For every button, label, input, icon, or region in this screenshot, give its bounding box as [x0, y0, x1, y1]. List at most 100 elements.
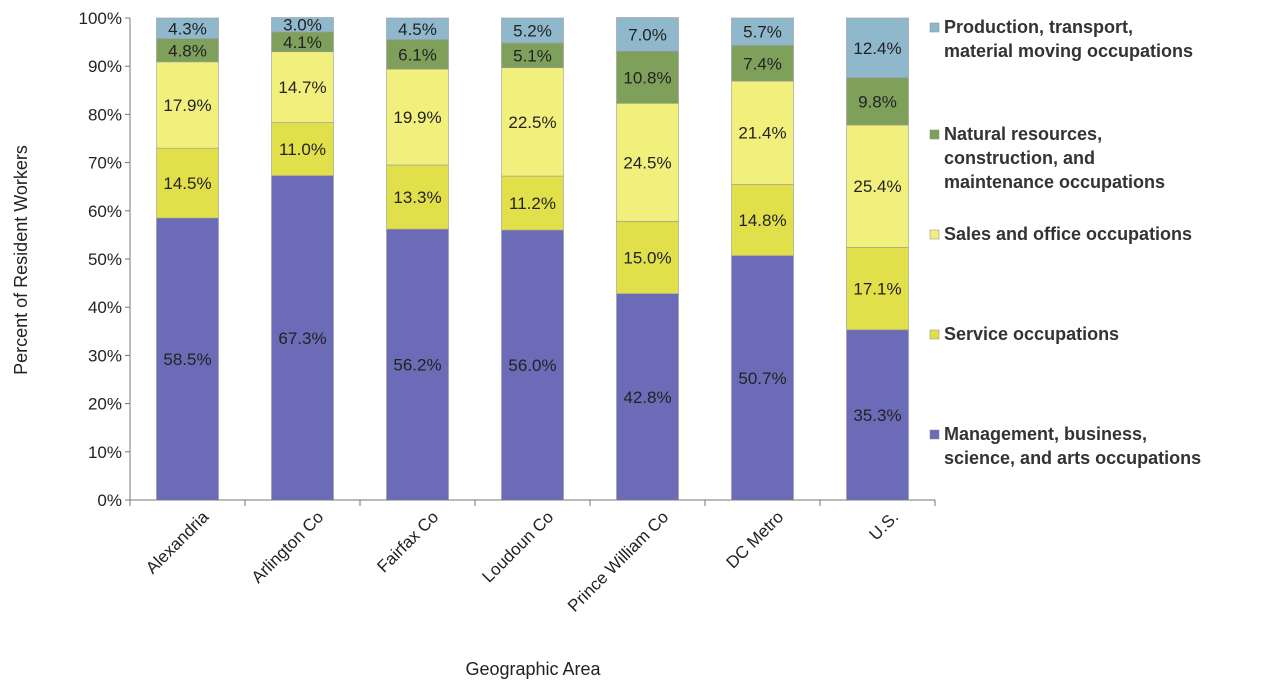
bar-segment	[156, 61, 219, 149]
data-label: 9.8%	[858, 92, 897, 111]
data-label: 5.2%	[513, 22, 552, 41]
y-tick-label: 90%	[88, 57, 122, 76]
bar-segment	[386, 228, 449, 501]
x-axis-ticks: Alexandria Arlington Co Fairfax Co Loudoun …	[129, 500, 936, 616]
data-label: 5.7%	[743, 23, 782, 42]
legend-item: Sales and office occupations	[929, 224, 1192, 244]
bar-segment	[731, 255, 794, 501]
bar-segment	[616, 103, 679, 222]
bar-segment	[846, 124, 909, 248]
legend-swatch	[929, 129, 940, 140]
bar-segment	[271, 122, 334, 176]
data-label: 56.2%	[393, 356, 441, 375]
y-axis-ticks: 0% 10% 20% 30% 40% 50% 60% 70% 80% 90% 100%	[79, 9, 130, 510]
data-label: 4.5%	[398, 20, 437, 39]
x-axis-title: Geographic Area	[465, 659, 601, 679]
y-tick-label: 10%	[88, 443, 122, 462]
y-tick-label: 40%	[88, 298, 122, 317]
bar-segment	[501, 17, 564, 44]
legend-label: Management, business,	[944, 424, 1147, 444]
bar-segment	[731, 45, 794, 82]
bar-segment	[846, 77, 909, 126]
x-category-label: U.S.	[866, 507, 903, 544]
y-tick-label: 50%	[88, 250, 122, 269]
y-axis-title: Percent of Resident Workers	[11, 145, 31, 375]
data-label: 5.1%	[513, 46, 552, 65]
data-label: 17.9%	[163, 96, 211, 115]
x-category-label: Arlington Co	[248, 507, 328, 587]
legend-swatch	[929, 22, 940, 33]
bar-segment	[616, 50, 679, 104]
data-label: 3.0%	[283, 16, 322, 35]
bar-segment	[731, 183, 794, 256]
legend-swatch	[929, 429, 940, 440]
axes	[129, 18, 935, 501]
data-label: 67.3%	[278, 329, 326, 348]
bar-segment	[271, 17, 334, 33]
y-tick-label: 20%	[88, 395, 122, 414]
x-category-label: Loudoun Co	[478, 507, 557, 586]
data-label: 7.0%	[628, 25, 667, 44]
bar-segment	[156, 217, 219, 501]
y-tick-label: 80%	[88, 105, 122, 124]
bar-segment	[501, 42, 564, 68]
bar-segment	[386, 17, 449, 40]
legend-label: material moving occupations	[944, 41, 1193, 61]
x-category-label: Alexandria	[142, 507, 213, 578]
data-label: 4.1%	[283, 33, 322, 52]
y-tick-label: 70%	[88, 154, 122, 173]
legend-swatch	[929, 229, 940, 240]
legend-label: science, and arts occupations	[944, 448, 1201, 468]
bar-segment	[501, 67, 564, 177]
data-label: 11.0%	[279, 140, 326, 159]
bar-segment	[846, 17, 909, 79]
data-label: 56.0%	[508, 356, 556, 375]
legend-label: Natural resources,	[944, 124, 1102, 144]
bar-segment	[386, 39, 449, 70]
y-tick-label: 60%	[88, 202, 122, 221]
bar-segment	[731, 80, 794, 185]
x-category-label: Prince William Co	[564, 507, 672, 615]
bar-segment	[846, 247, 909, 331]
bar-stack-group: 58.5% 14.5% 17.9% 4.8% 4.3% 67.3% 11.0% 14.7% 4.…	[156, 16, 909, 501]
data-label: 14.5%	[163, 174, 211, 193]
data-label: 25.4%	[853, 177, 901, 196]
legend-label: maintenance occupations	[944, 172, 1165, 192]
data-label: 4.3%	[168, 19, 207, 38]
data-label: 10.8%	[623, 68, 671, 87]
data-label: 42.8%	[623, 388, 671, 407]
bar-segment	[386, 164, 449, 230]
x-category-label: Fairfax Co	[373, 507, 442, 576]
legend-label: Sales and office occupations	[944, 224, 1192, 244]
data-label: 7.4%	[743, 54, 782, 73]
data-label: 35.3%	[853, 406, 901, 425]
legend-label: Service occupations	[944, 324, 1119, 344]
bar-segment	[271, 51, 334, 123]
legend-label: Production, transport,	[944, 17, 1133, 37]
data-label: 12.4%	[853, 39, 901, 58]
x-category-label: DC Metro	[722, 507, 787, 572]
data-label: 13.3%	[393, 188, 441, 207]
data-label: 24.5%	[623, 153, 671, 172]
data-label: 14.8%	[738, 211, 786, 230]
bar-segment	[616, 221, 679, 295]
data-label: 6.1%	[398, 45, 437, 64]
bar-segment	[731, 17, 794, 46]
data-label: 14.7%	[278, 78, 326, 97]
data-label: 15.0%	[623, 249, 671, 268]
y-tick-label: 100%	[79, 9, 122, 28]
data-label: 11.2%	[509, 194, 556, 213]
legend-item: Production, transport, material moving oc…	[929, 17, 1193, 61]
bar-segment	[271, 175, 334, 501]
bar-segment	[386, 68, 449, 166]
data-label: 17.1%	[853, 280, 901, 299]
bar-segment	[616, 17, 679, 52]
legend-label: construction, and	[944, 148, 1095, 168]
bar-segment	[501, 175, 564, 231]
data-label: 58.5%	[163, 350, 211, 369]
data-label: 21.4%	[738, 124, 786, 143]
bar-segment	[501, 229, 564, 501]
legend-swatch	[929, 329, 940, 340]
